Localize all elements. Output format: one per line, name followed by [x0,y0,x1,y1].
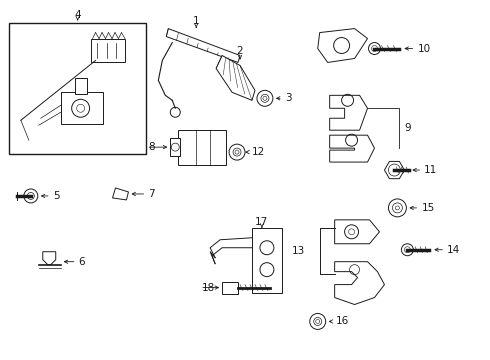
Text: 16: 16 [336,316,349,327]
Text: 7: 7 [148,189,155,199]
Bar [9,23,147,154]
Polygon shape [216,55,255,100]
Polygon shape [113,188,128,200]
Text: 12: 12 [252,147,265,157]
Text: 4: 4 [74,10,81,20]
Text: 18: 18 [202,283,216,293]
Bar [252,228,282,293]
Bar [61,92,102,124]
Text: 5: 5 [53,191,59,201]
Text: 9: 9 [404,123,411,133]
Polygon shape [385,161,404,179]
Text: 1: 1 [193,15,199,26]
Polygon shape [330,135,374,162]
Polygon shape [330,95,368,130]
Polygon shape [43,252,56,265]
Bar [222,282,238,293]
Text: 6: 6 [78,257,85,267]
Bar [171,138,180,156]
Text: 14: 14 [447,245,461,255]
Text: 8: 8 [148,142,155,152]
Polygon shape [91,39,125,62]
Text: 17: 17 [255,217,269,227]
Text: 11: 11 [424,165,438,175]
Polygon shape [318,28,368,62]
Text: 10: 10 [417,44,430,54]
Bar [178,130,226,165]
Bar [74,78,87,94]
Polygon shape [335,262,385,305]
Text: 3: 3 [285,93,292,103]
Polygon shape [166,28,240,62]
Text: 15: 15 [421,203,435,213]
Text: 13: 13 [292,246,305,256]
Text: 2: 2 [237,45,244,55]
Polygon shape [335,220,379,244]
